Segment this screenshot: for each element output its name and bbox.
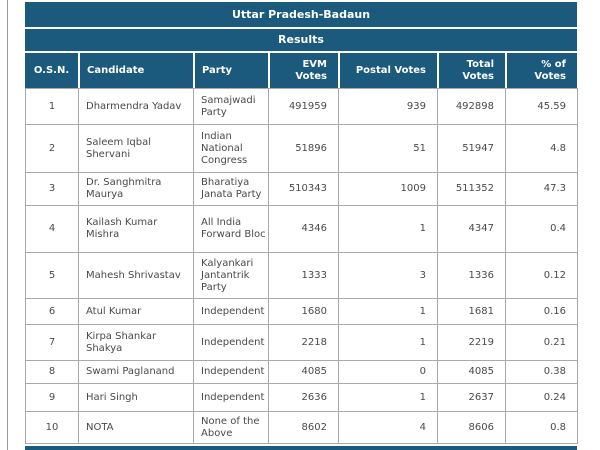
cell-evm-votes: 51896 <box>268 124 339 173</box>
cell-osn: 4 <box>25 205 79 253</box>
table-row: 5 Mahesh Shrivastav Kalyankari Jantantri… <box>25 252 578 299</box>
cell-pct-votes: 0.12 <box>505 252 578 299</box>
cell-osn: 8 <box>25 360 79 384</box>
col-header-evm-votes: EVM Votes <box>268 53 338 88</box>
cell-pct-votes: 0.16 <box>505 298 578 325</box>
cell-pct-votes: 0.8 <box>505 411 578 444</box>
constituency-title: Uttar Pradesh-Badaun <box>231 8 371 21</box>
cell-total-votes: 8606 <box>437 411 506 444</box>
table-row: 6 Atul Kumar Independent 1680 1 1681 0.1… <box>25 298 578 325</box>
cell-total-votes: 1681 <box>437 298 506 325</box>
cell-total-votes: 2219 <box>437 324 506 361</box>
table-row: 8 Swami Paglanand Independent 4085 0 408… <box>25 360 578 384</box>
cell-pct-votes: 47.3 <box>505 172 578 206</box>
cell-party: All India Forward Bloc <box>193 205 269 253</box>
cell-evm-votes: 510343 <box>268 172 339 206</box>
cell-postal-votes: 1 <box>338 383 438 412</box>
col-header-postal-votes: Postal Votes <box>338 53 437 88</box>
cell-party: Samajwadi Party <box>193 88 269 125</box>
cell-evm-votes: 2636 <box>268 383 339 412</box>
cell-candidate: Hari Singh <box>78 383 194 412</box>
cell-osn: 9 <box>25 383 79 412</box>
col-header-party: Party <box>193 53 268 88</box>
cell-evm-votes: 4085 <box>268 360 339 384</box>
cell-total-votes: 511352 <box>437 172 506 206</box>
results-panel: Uttar Pradesh-Badaun Results O.S.N. Cand… <box>25 2 578 444</box>
cell-candidate: Dharmendra Yadav <box>78 88 194 125</box>
table-row: 10 NOTA None of the Above 8602 4 8606 0.… <box>25 411 578 444</box>
cell-postal-votes: 1009 <box>338 172 438 206</box>
table-header-row: O.S.N. Candidate Party EVM Votes Postal … <box>25 53 577 88</box>
cell-candidate: Kirpa Shankar Shakya <box>78 324 194 361</box>
cell-evm-votes: 8602 <box>268 411 339 444</box>
col-header-candidate: Candidate <box>78 53 193 88</box>
col-header-pct-votes: % of Votes <box>505 53 577 88</box>
cell-total-votes: 1336 <box>437 252 506 299</box>
cell-evm-votes: 1680 <box>268 298 339 325</box>
cell-candidate: Kailash Kumar Mishra <box>78 205 194 253</box>
table-row: 4 Kailash Kumar Mishra All India Forward… <box>25 205 578 253</box>
cell-evm-votes: 2218 <box>268 324 339 361</box>
table-row: 2 Saleem Iqbal Shervani Indian National … <box>25 124 578 173</box>
table-row: 3 Dr. Sanghmitra Maurya Bharatiya Janata… <box>25 172 578 206</box>
cell-osn: 1 <box>25 88 79 125</box>
cell-total-votes: 4085 <box>437 360 506 384</box>
cell-candidate: Atul Kumar <box>78 298 194 325</box>
cell-postal-votes: 4 <box>338 411 438 444</box>
cell-party: None of the Above <box>193 411 269 444</box>
cell-total-votes: 4347 <box>437 205 506 253</box>
cell-party: Bharatiya Janata Party <box>193 172 269 206</box>
col-header-osn: O.S.N. <box>25 53 78 88</box>
cell-candidate: Swami Paglanand <box>78 360 194 384</box>
cell-pct-votes: 0.4 <box>505 205 578 253</box>
cell-total-votes: 51947 <box>437 124 506 173</box>
cell-postal-votes: 939 <box>338 88 438 125</box>
cell-postal-votes: 1 <box>338 324 438 361</box>
cell-pct-votes: 0.21 <box>505 324 578 361</box>
cell-candidate: Saleem Iqbal Shervani <box>78 124 194 173</box>
cell-evm-votes: 491959 <box>268 88 339 125</box>
cell-osn: 3 <box>25 172 79 206</box>
cell-osn: 5 <box>25 252 79 299</box>
cell-candidate: Dr. Sanghmitra Maurya <box>78 172 194 206</box>
col-header-total-votes: Total Votes <box>437 53 505 88</box>
cell-osn: 6 <box>25 298 79 325</box>
cell-party: Independent <box>193 324 269 361</box>
cell-pct-votes: 45.59 <box>505 88 578 125</box>
table-row: 1 Dharmendra Yadav Samajwadi Party 49195… <box>25 88 578 125</box>
cell-party: Kalyankari Jantantrik Party <box>193 252 269 299</box>
cell-osn: 2 <box>25 124 79 173</box>
page-left-border <box>7 0 8 450</box>
cell-party: Independent <box>193 383 269 412</box>
cell-pct-votes: 0.24 <box>505 383 578 412</box>
cell-total-votes: 492898 <box>437 88 506 125</box>
cell-postal-votes: 1 <box>338 298 438 325</box>
cell-postal-votes: 51 <box>338 124 438 173</box>
cell-osn: 7 <box>25 324 79 361</box>
cell-pct-votes: 0.38 <box>505 360 578 384</box>
cell-total-votes: 2637 <box>437 383 506 412</box>
cell-candidate: NOTA <box>78 411 194 444</box>
cell-pct-votes: 4.8 <box>505 124 578 173</box>
cell-evm-votes: 1333 <box>268 252 339 299</box>
cell-postal-votes: 0 <box>338 360 438 384</box>
results-table: 1 Dharmendra Yadav Samajwadi Party 49195… <box>25 88 578 444</box>
cell-party: Indian National Congress <box>193 124 269 173</box>
next-section-bar <box>25 446 577 450</box>
cell-osn: 10 <box>25 411 79 444</box>
cell-evm-votes: 4346 <box>268 205 339 253</box>
constituency-title-bar: Uttar Pradesh-Badaun <box>25 2 577 27</box>
cell-postal-votes: 1 <box>338 205 438 253</box>
table-row: 9 Hari Singh Independent 2636 1 2637 0.2… <box>25 383 578 412</box>
results-label: Results <box>278 33 324 46</box>
cell-candidate: Mahesh Shrivastav <box>78 252 194 299</box>
cell-party: Independent <box>193 360 269 384</box>
results-header-bar: Results <box>25 29 577 51</box>
cell-party: Independent <box>193 298 269 325</box>
cell-postal-votes: 3 <box>338 252 438 299</box>
table-row: 7 Kirpa Shankar Shakya Independent 2218 … <box>25 324 578 361</box>
